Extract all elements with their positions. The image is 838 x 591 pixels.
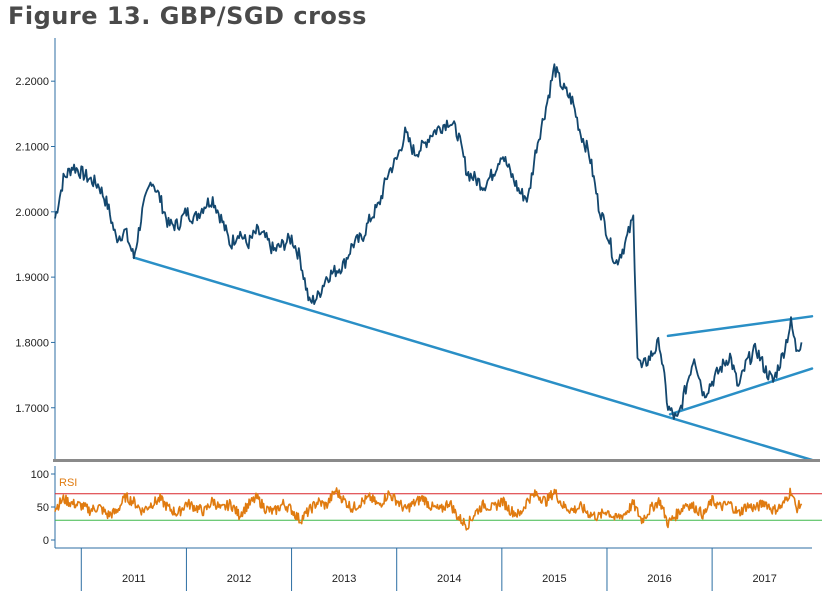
price-y-tick-label: 2.0000 <box>15 207 49 219</box>
rsi-y-tick-label: 50 <box>37 502 49 514</box>
x-tick-label: 2014 <box>437 573 461 585</box>
panel-separator <box>53 459 820 462</box>
price-y-tick-label: 2.1000 <box>15 142 49 154</box>
price-y-tick-label: 1.8000 <box>15 337 49 349</box>
support-line <box>132 256 814 462</box>
x-tick-label: 2011 <box>122 573 146 585</box>
rsi-series-line <box>54 487 803 531</box>
x-axis: 2011 2012 2013 2014 2015 2016 2017 <box>55 547 812 591</box>
price-series-line <box>54 63 803 420</box>
rsi-panel: 100 50 0 RSI <box>31 466 822 548</box>
channel-lower <box>668 367 814 416</box>
price-y-tick-label: 1.7000 <box>15 403 49 415</box>
channel-upper <box>666 315 814 338</box>
x-tick-label: 2015 <box>542 573 566 585</box>
x-tick-label: 2017 <box>752 573 776 585</box>
rsi-label: RSI <box>59 477 77 489</box>
chart-title: Figure 13. GBP/SGD cross <box>8 2 367 30</box>
rsi-y-tick-label: 100 <box>31 469 49 481</box>
main-panel: 2.2000 2.1000 2.0000 1.9000 1.8000 1.7000 <box>15 38 814 462</box>
x-tick-label: 2016 <box>647 573 671 585</box>
x-tick-label: 2012 <box>227 573 251 585</box>
x-tick-label: 2013 <box>332 573 356 585</box>
rsi-y-tick-label: 0 <box>43 535 49 547</box>
price-y-tick-label: 2.2000 <box>15 76 49 88</box>
price-y-tick-label: 1.9000 <box>15 272 49 284</box>
